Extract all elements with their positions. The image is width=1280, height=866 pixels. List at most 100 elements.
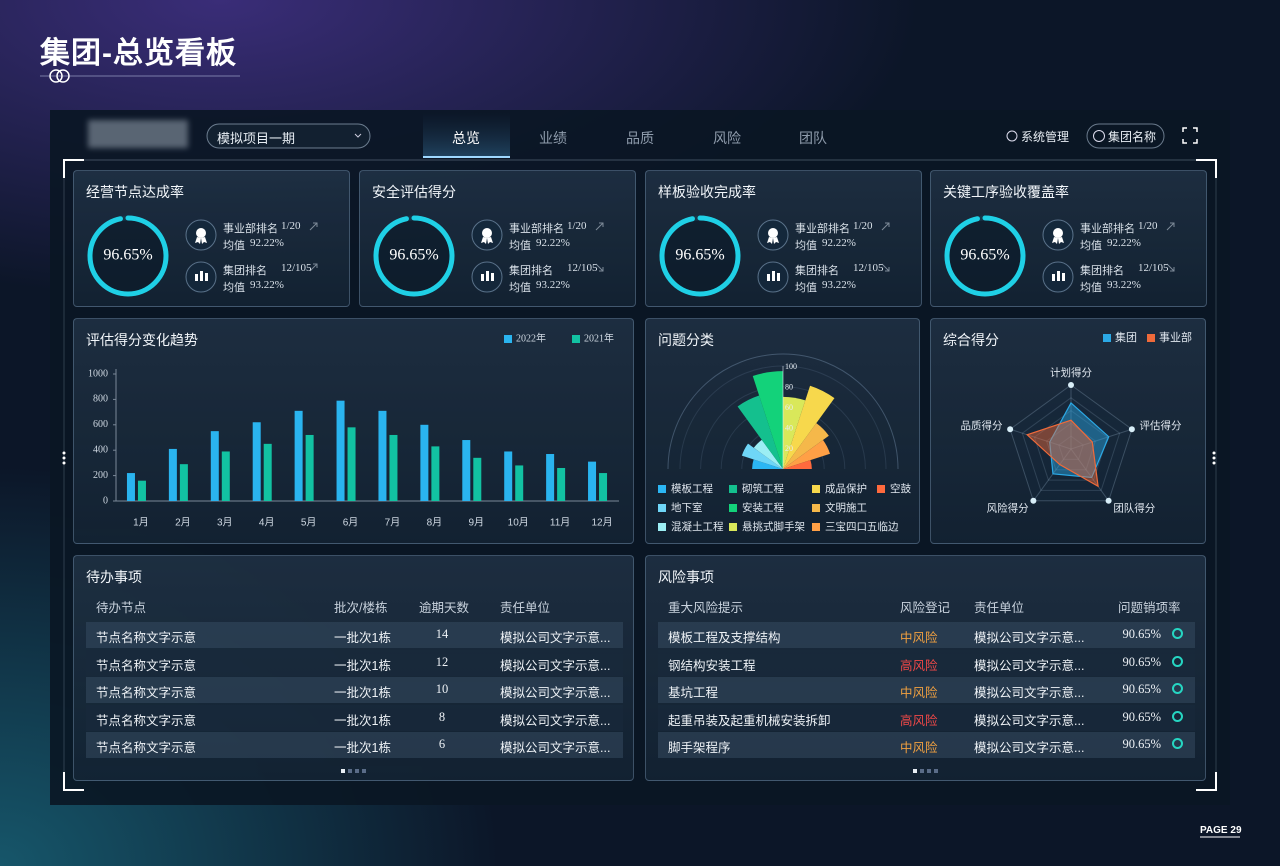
system-link[interactable]: 系统管理 — [1021, 130, 1070, 144]
dept-rank-label: 事业部排名 — [223, 223, 278, 235]
bars-icon — [491, 273, 494, 281]
kpi-value: 96.65% — [960, 247, 1009, 264]
risk-level: 中风险 — [900, 686, 938, 700]
legend-swatch — [812, 504, 820, 512]
project-name[interactable]: 模拟项目一期 — [217, 131, 296, 146]
chart-title: 评估得分变化趋势 — [86, 332, 198, 348]
legend-swatch — [572, 335, 580, 343]
table-row — [658, 704, 1195, 731]
rose-sector — [783, 385, 835, 469]
group-name[interactable]: 集团名称 — [1108, 130, 1157, 144]
dept-avg: 92.22% — [1107, 237, 1141, 249]
x-tick-label: 9月 — [469, 517, 485, 529]
x-tick-label: 6月 — [343, 517, 359, 529]
legend-label: 2021年 — [584, 331, 614, 344]
legend-label: 安装工程 — [742, 501, 784, 514]
y-tick-label: 400 — [93, 444, 108, 455]
column-header: 责任单位 — [974, 601, 1025, 615]
x-tick-label: 3月 — [217, 517, 233, 529]
side-dots — [62, 451, 1216, 465]
legend-swatch — [812, 523, 820, 531]
dept-rank-label: 事业部排名 — [795, 223, 850, 235]
unit: 模拟公司文字示意... — [500, 741, 611, 755]
title-icon — [56, 69, 70, 83]
x-tick-label: 11月 — [550, 517, 570, 529]
unit: 模拟公司文字示意... — [500, 658, 611, 673]
nav-tab[interactable]: 品质 — [626, 130, 654, 146]
legend-swatch — [658, 523, 666, 531]
bars-icon — [1062, 273, 1065, 281]
bar-chart: 0 200 400 600 800 1000 2022年 2021年 1月 2月 3月 4月 5月 6月 7… — [88, 331, 619, 529]
risk-level: 高风险 — [900, 713, 938, 728]
radial-tick-label: 60 — [785, 403, 793, 412]
overdue-days: 6 — [438, 737, 446, 751]
nav-tab[interactable]: 风险 — [713, 130, 741, 146]
table-row — [658, 649, 1195, 676]
legend-swatch — [877, 485, 885, 493]
y-tick-label: 0 — [103, 495, 108, 506]
table-row — [86, 649, 623, 676]
overdue-days: 8 — [438, 709, 446, 724]
page-number: PAGE 29 — [1200, 825, 1242, 836]
dept-rank-label: 事业部排名 — [1080, 223, 1135, 235]
page-dot[interactable] — [934, 769, 938, 773]
legend-swatch — [1103, 334, 1111, 342]
page-dot[interactable] — [341, 769, 345, 773]
rose-sector — [783, 439, 831, 469]
medal-icon — [1053, 228, 1063, 238]
bars-icon — [486, 271, 489, 281]
bar — [126, 473, 135, 501]
bar — [599, 473, 608, 501]
trend-arrow — [1166, 222, 1175, 231]
kpi-graphic: 96.65% — [87, 215, 318, 297]
x-tick-label: 7月 — [385, 517, 401, 529]
medal-ribbon — [1052, 237, 1064, 244]
page-dot[interactable] — [913, 769, 917, 773]
legend-label: 混凝土工程 — [671, 520, 724, 533]
rose-sector — [783, 396, 806, 469]
radar-axis-label: 品质得分 — [961, 420, 1003, 432]
unit: 模拟公司文字示意... — [974, 713, 1085, 728]
nav-tab[interactable]: 总览 — [452, 130, 480, 146]
radar-vertex — [1007, 426, 1014, 433]
ring-arc — [373, 215, 455, 297]
group-rank: 12/105 — [567, 262, 598, 274]
group-button[interactable] — [1086, 123, 1165, 149]
kpi-graphic: 96.65% — [373, 215, 604, 297]
bar — [336, 400, 345, 501]
unit: 模拟公司文字示意... — [500, 686, 611, 700]
page-dot[interactable] — [348, 769, 352, 773]
bar — [588, 461, 597, 501]
nav-tab[interactable]: 团队 — [799, 130, 827, 146]
nav-tab[interactable]: 业绩 — [539, 130, 567, 146]
table-row — [86, 732, 623, 758]
select-caret — [354, 133, 362, 138]
bar — [389, 434, 398, 501]
table-row — [86, 704, 623, 731]
bars-icon — [481, 274, 484, 281]
title-icon — [49, 69, 63, 83]
rose-sector — [753, 439, 783, 469]
radial-tick-label: 80 — [785, 382, 793, 391]
bars-icon — [777, 273, 780, 281]
radar-axis-label: 计划得分 — [1050, 366, 1092, 379]
page-dot[interactable] — [355, 769, 359, 773]
page-title: 集团-总览看板 — [40, 37, 237, 70]
kpi-card: 样板验收完成率 96.65% 事业部排名 1/20 均值 92.22% 集团排名 12/105… — [645, 170, 922, 307]
page-dot[interactable] — [927, 769, 931, 773]
active-tab-bg — [423, 113, 510, 158]
score-card: 综合得分 计划得分 评估得分 团队得分 风险得分 品质得分 集团 事业部 — [930, 318, 1206, 544]
trend-card: 评估得分变化趋势 0 200 400 600 800 1000 2022年 2021年 1月 2月 3… — [73, 318, 634, 544]
logo — [88, 120, 188, 148]
column-header: 责任单位 — [500, 601, 551, 615]
bar — [504, 451, 513, 501]
project-select[interactable] — [206, 123, 371, 149]
page-dot[interactable] — [362, 769, 366, 773]
close-rate: 90.65% — [1122, 709, 1161, 724]
radial-tick-label: 100 — [785, 362, 797, 371]
batch: 一批次1栋 — [334, 631, 391, 645]
batch: 一批次1栋 — [334, 741, 391, 755]
page-dot[interactable] — [920, 769, 924, 773]
trend-arrow — [309, 263, 318, 272]
fullscreen-icon[interactable] — [1182, 127, 1198, 144]
